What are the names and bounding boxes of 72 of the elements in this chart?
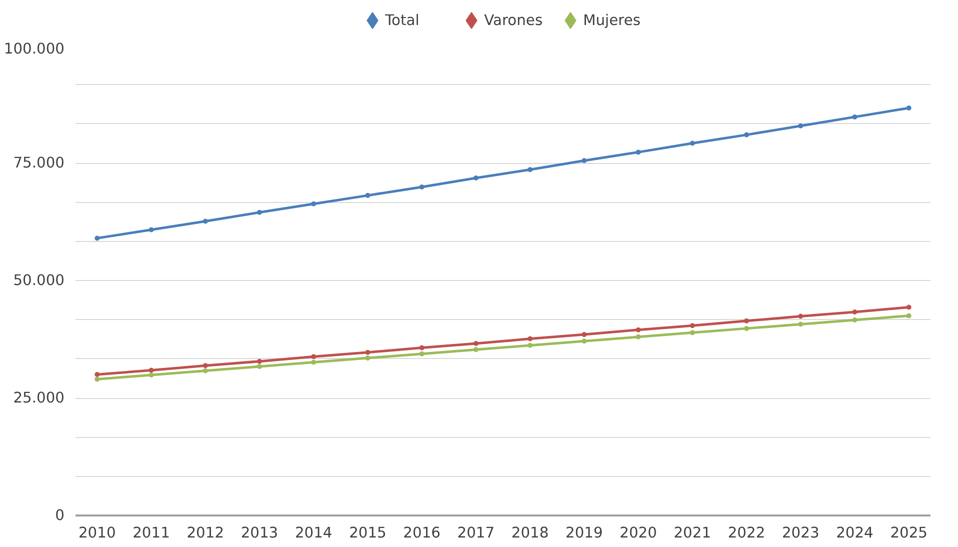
- x-tick-label: 2025: [890, 524, 928, 542]
- x-tick-label: 2024: [836, 524, 874, 542]
- y-tick-label: 75.000: [13, 154, 65, 172]
- point: [690, 330, 695, 336]
- y-tick-label: 0: [55, 507, 65, 524]
- point: [365, 192, 370, 198]
- x-tick-label: 2022: [728, 524, 766, 542]
- point: [94, 236, 100, 241]
- point: [636, 334, 641, 340]
- point: [582, 338, 587, 344]
- point: [852, 309, 858, 314]
- point: [473, 176, 478, 181]
- point: [148, 227, 154, 232]
- point: [94, 376, 100, 382]
- point: [202, 368, 208, 374]
- point: [311, 354, 316, 360]
- point: [690, 140, 695, 146]
- point: [582, 158, 587, 164]
- point: [94, 372, 100, 377]
- point: [473, 340, 478, 346]
- point: [852, 114, 858, 120]
- point: [528, 336, 533, 342]
- point: [202, 218, 208, 224]
- x-tick-label: 2019: [566, 524, 603, 542]
- point: [202, 363, 208, 368]
- point: [744, 132, 750, 138]
- x-tick-label: 2018: [511, 524, 549, 542]
- point: [311, 201, 316, 206]
- x-tick-label: 2017: [457, 524, 495, 542]
- x-tick-label: 2014: [294, 524, 332, 542]
- x-tick-label: 2020: [620, 524, 657, 542]
- x-tick-label: 2016: [403, 524, 440, 542]
- point: [636, 150, 641, 155]
- point: [256, 358, 262, 364]
- y-tick-label: 100.000: [4, 40, 64, 58]
- point: [798, 314, 804, 319]
- x-tick-label: 2012: [186, 524, 224, 542]
- point: [148, 368, 154, 373]
- legend-label: Varones: [484, 12, 543, 29]
- point: [798, 322, 804, 327]
- legend-label: Mujeres: [583, 12, 640, 29]
- x-tick-label: 2021: [674, 524, 712, 542]
- point: [256, 364, 262, 370]
- x-tick-label: 2015: [349, 524, 386, 542]
- point: [906, 304, 912, 310]
- point: [473, 347, 478, 352]
- point: [256, 210, 262, 215]
- point: [582, 332, 587, 338]
- point: [311, 360, 316, 365]
- y-tick-label: 25.000: [13, 390, 65, 406]
- point: [690, 323, 695, 328]
- point: [744, 326, 750, 331]
- point: [636, 327, 641, 332]
- x-tick-label: 2011: [132, 524, 170, 542]
- point: [744, 318, 750, 324]
- point: [419, 184, 424, 190]
- point: [906, 106, 912, 111]
- x-tick-label: 2023: [782, 524, 820, 542]
- point: [365, 356, 370, 361]
- point: [528, 167, 533, 172]
- legend-label: Total: [384, 12, 420, 29]
- point: [798, 123, 804, 128]
- point: [906, 313, 912, 318]
- x-tick-label: 2010: [78, 524, 116, 542]
- point: [419, 351, 424, 356]
- x-tick-label: 2013: [240, 524, 278, 542]
- y-tick-label: 50.000: [13, 272, 65, 289]
- point: [852, 317, 858, 322]
- point: [365, 350, 370, 355]
- point: [148, 372, 154, 378]
- point: [419, 345, 424, 350]
- point: [528, 342, 533, 348]
